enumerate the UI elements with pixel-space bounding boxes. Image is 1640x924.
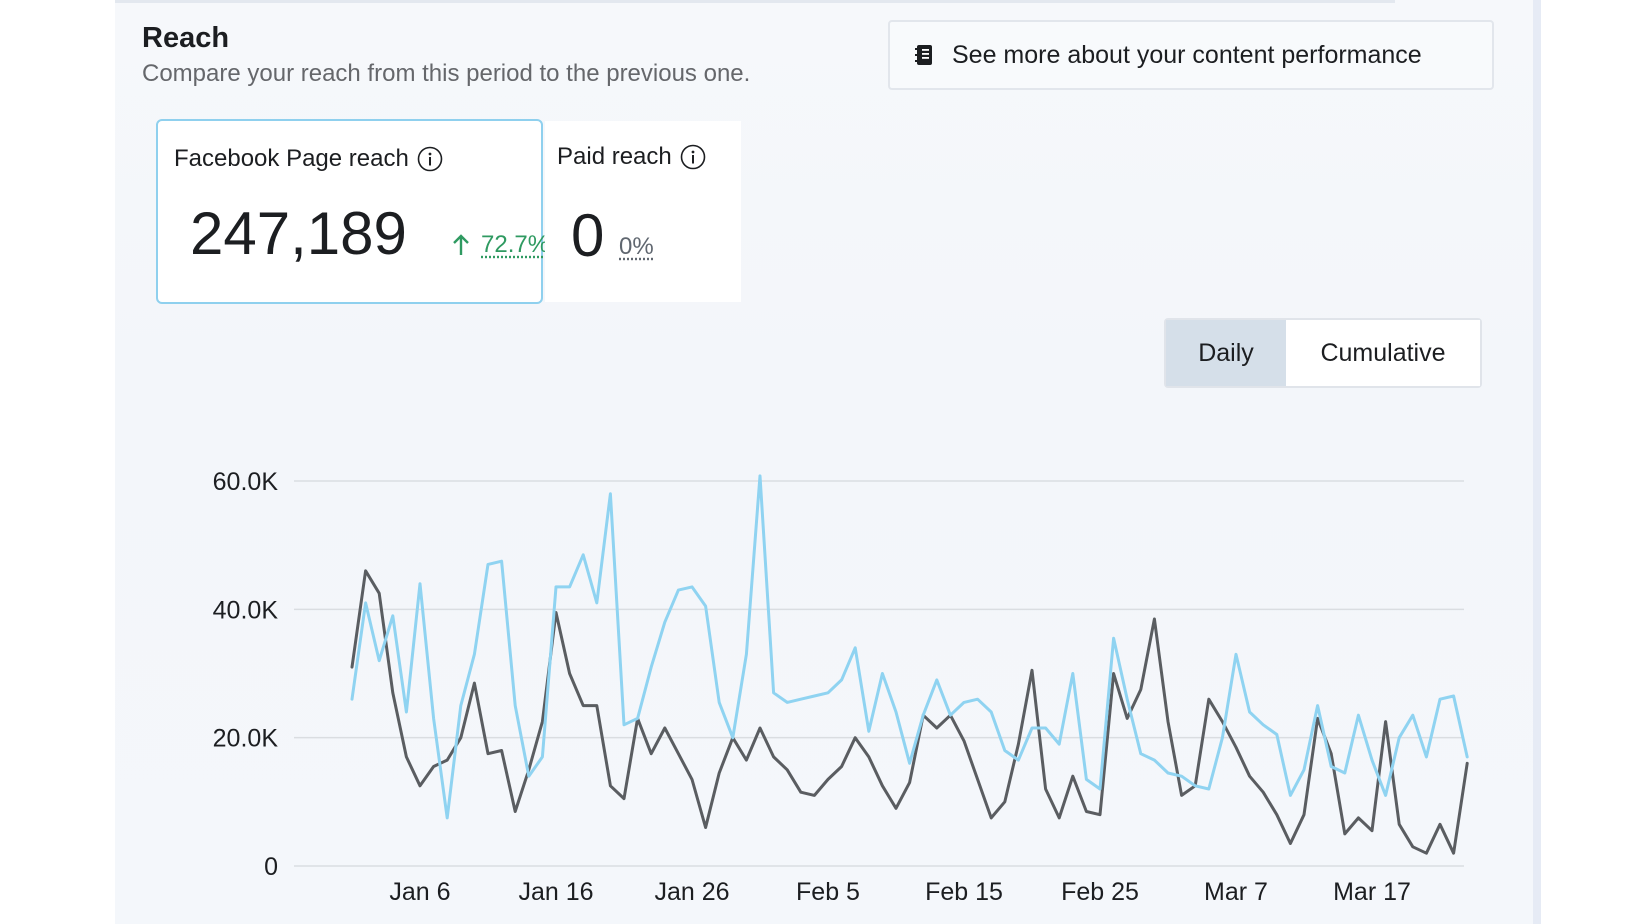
metric-label: Paid reach [557,143,706,171]
panel-top-border [115,0,1395,3]
y-tick-label: 60.0K [213,468,279,496]
info-icon[interactable] [680,144,706,170]
toggle-daily[interactable]: Daily [1166,320,1286,386]
series-line-previous [350,569,1469,855]
x-tick-label: Jan 6 [389,878,450,906]
y-tick-label: 0 [264,853,278,881]
x-tick-label: Feb 15 [925,878,1003,906]
metric-label-text: Facebook Page reach [174,145,409,172]
period-toggle: Daily Cumulative [1164,318,1482,388]
see-more-performance-button[interactable]: See more about your content performance [888,20,1494,90]
see-more-label: See more about your content performance [952,40,1422,69]
metric-change: 72.7% [451,231,549,259]
x-tick-label: Mar 17 [1333,878,1411,906]
arrow-up-icon [453,234,469,255]
section-title: Reach [142,22,230,54]
x-tick-label: Mar 7 [1204,878,1268,906]
y-tick-label: 40.0K [213,596,279,624]
panel-right-border [1533,0,1541,924]
x-tick-label: Jan 26 [654,878,729,906]
x-tick-label: Feb 5 [796,878,860,906]
metric-value: 247,189 [190,200,407,267]
y-tick-label: 20.0K [213,725,279,753]
metric-label: Facebook Page reach [174,145,443,173]
metric-card-paid-reach[interactable]: Paid reach 0 0% [545,121,741,302]
section-subtitle: Compare your reach from this period to t… [142,60,751,87]
notebook-icon [915,45,932,65]
toggle-cumulative[interactable]: Cumulative [1286,320,1480,386]
metric-value: 0 [571,202,605,269]
metric-card-page-reach[interactable]: Facebook Page reach 247,189 72.7% [156,119,549,304]
series-line-current [350,474,1469,820]
metric-label-text: Paid reach [557,143,672,170]
x-tick-label: Jan 16 [518,878,593,906]
info-icon[interactable] [417,146,443,172]
metric-change-text: 72.7% [481,231,550,258]
x-tick-label: Feb 25 [1061,878,1139,906]
metric-change-text: 0% [619,233,654,260]
